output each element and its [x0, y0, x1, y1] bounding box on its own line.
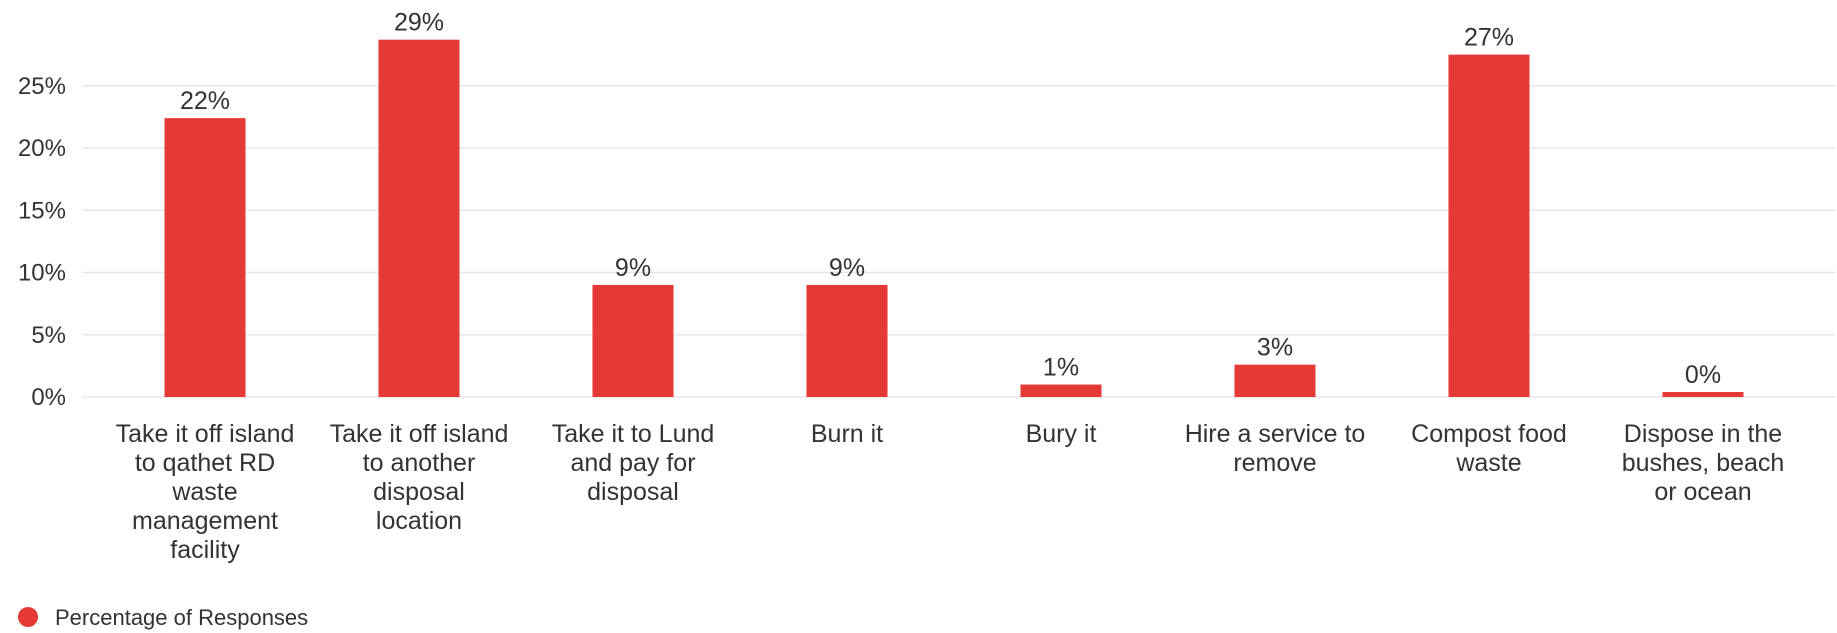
x-tick-label-line: and pay for: [570, 449, 695, 477]
x-tick-label: Take it to Lund and pay for disposal: [552, 420, 715, 506]
x-tick-label: Compost food waste: [1411, 420, 1567, 477]
x-tick-label-line: facility: [170, 536, 240, 564]
y-tick-label: 20%: [18, 135, 66, 162]
data-label: 9%: [829, 254, 865, 282]
x-tick-label-line: Burn it: [811, 420, 883, 448]
data-label: 1%: [1043, 354, 1079, 382]
x-tick-label-line: waste: [1455, 449, 1521, 477]
x-tick-label-line: to qathet RD: [135, 449, 275, 477]
data-label: 27%: [1464, 24, 1514, 52]
bar[interactable]: [1662, 392, 1744, 397]
y-axis-ticks: 0% 5% 10% 15% 20% 25%: [18, 73, 66, 411]
x-tick-label-line: Take it off island: [330, 420, 509, 448]
x-tick-label-line: waste: [171, 478, 237, 506]
data-label: 3%: [1257, 334, 1293, 362]
x-tick-label: Take it off island to another disposal loca…: [330, 420, 509, 535]
x-tick-label: Bury it: [1026, 420, 1097, 448]
bar[interactable]: [1448, 54, 1530, 397]
x-tick-label-line: Bury it: [1026, 420, 1097, 448]
x-tick-label-line: location: [376, 507, 462, 535]
x-axis-category-labels: Take it off island to qathet RD waste manag…: [116, 420, 1785, 564]
x-tick-label: Burn it: [811, 420, 883, 448]
bar[interactable]: [806, 284, 888, 397]
x-tick-label-line: Compost food: [1411, 420, 1567, 448]
x-tick-label-line: management: [132, 507, 278, 535]
gridlines: [82, 85, 1835, 398]
x-tick-label-line: disposal: [587, 478, 679, 506]
legend[interactable]: Percentage of Responses: [18, 605, 308, 630]
bar[interactable]: [378, 39, 460, 398]
legend-label: Percentage of Responses: [55, 605, 308, 630]
x-tick-label-line: Dispose in the: [1624, 420, 1782, 448]
y-tick-label: 0%: [31, 384, 66, 411]
bar[interactable]: [1020, 384, 1102, 397]
x-tick-label-line: remove: [1233, 449, 1316, 477]
bar[interactable]: [164, 118, 246, 398]
x-tick-label-line: Hire a service to: [1185, 420, 1366, 448]
y-tick-label: 15%: [18, 197, 66, 224]
x-tick-label-line: Take it off island: [116, 420, 295, 448]
y-tick-label: 5%: [31, 322, 66, 349]
x-tick-label-line: Take it to Lund: [552, 420, 715, 448]
data-labels: 22% 29% 9% 9% 1% 3% 27% 0%: [180, 9, 1721, 389]
legend-marker: [18, 607, 38, 627]
bars: [164, 39, 1744, 398]
x-tick-label: Dispose in the bushes, beach or ocean: [1622, 420, 1785, 506]
y-tick-label: 10%: [18, 260, 66, 287]
data-label: 29%: [394, 9, 444, 37]
bar[interactable]: [1234, 364, 1316, 397]
bar[interactable]: [592, 284, 674, 397]
data-label: 22%: [180, 87, 230, 115]
data-label: 0%: [1685, 361, 1721, 389]
y-tick-label: 25%: [18, 73, 66, 100]
x-tick-label-line: or ocean: [1654, 478, 1751, 506]
data-label: 9%: [615, 254, 651, 282]
x-tick-label-line: to another: [363, 449, 476, 477]
x-tick-label: Hire a service to remove: [1185, 420, 1366, 477]
x-tick-label-line: bushes, beach: [1622, 449, 1785, 477]
x-tick-label-line: disposal: [373, 478, 465, 506]
x-tick-label: Take it off island to qathet RD waste manag…: [116, 420, 295, 564]
